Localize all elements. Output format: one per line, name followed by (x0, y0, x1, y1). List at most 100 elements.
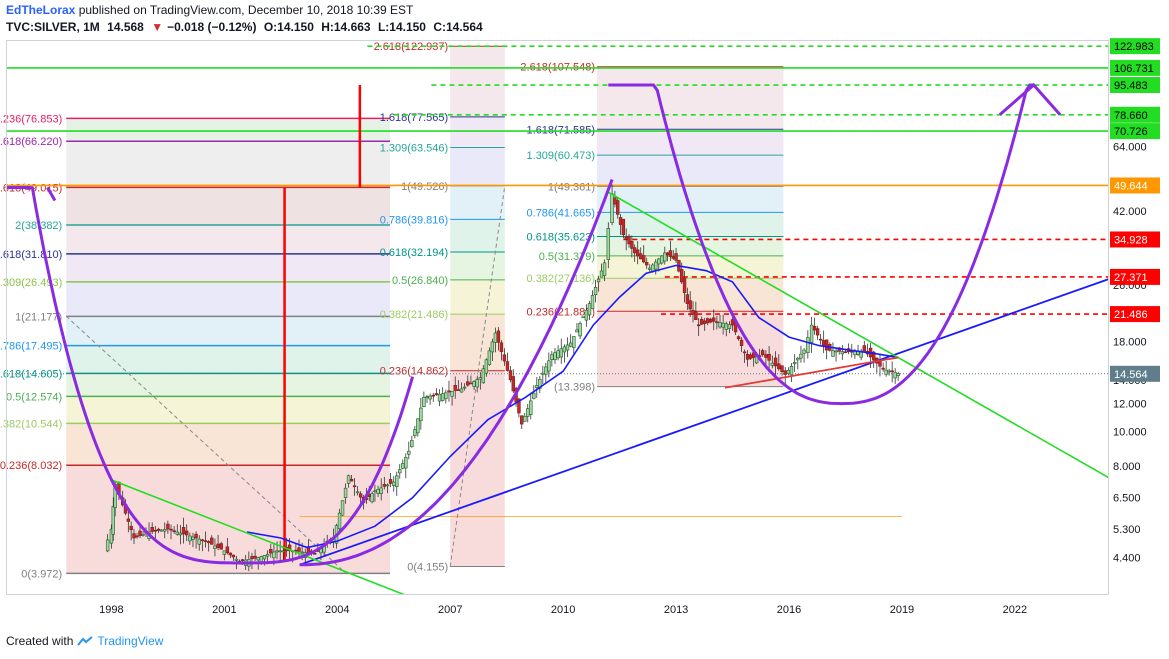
fib-c-label: (13.398) (554, 382, 595, 394)
candle-body (472, 381, 476, 387)
candle-body (884, 369, 888, 375)
candle-body (505, 361, 510, 371)
candle-body (748, 354, 753, 359)
x-axis-tick-label: 2007 (438, 604, 462, 616)
candle-body (881, 367, 885, 370)
candle-body (462, 386, 467, 389)
fib-c-band (597, 212, 784, 237)
y-axis-tick-label: 18.000 (1113, 336, 1147, 348)
candle-body (688, 300, 692, 310)
candle-body (210, 537, 214, 545)
candle-body (275, 550, 279, 553)
candle-body (219, 543, 223, 550)
candle-body (890, 370, 894, 373)
fib-a-label: 1(21.177) (15, 311, 62, 323)
candle-body (413, 429, 417, 437)
candle-body (297, 547, 301, 552)
y-axis-tick-label: 8.000 (1113, 461, 1141, 473)
fib-a-label: 3.618(66.220) (0, 136, 62, 148)
x-axis-tick-label: 2013 (664, 604, 688, 616)
red-trendline (724, 356, 899, 389)
candle-body (469, 382, 473, 385)
fib-b-label: 0.618(32.194) (380, 247, 449, 259)
candle-body (484, 359, 489, 374)
candle-body (191, 536, 195, 540)
price-tag-label: 34.928 (1114, 234, 1148, 246)
open-value: O:14.150 (263, 20, 314, 34)
candle-body (395, 475, 399, 487)
candle-body (459, 388, 464, 393)
high-value: H:14.663 (321, 20, 371, 34)
candle-body (862, 345, 867, 352)
candle-body (613, 197, 617, 205)
candle-body (370, 493, 374, 503)
candle-body (853, 351, 857, 356)
candle-body (373, 490, 377, 493)
candle-body (602, 262, 607, 276)
candle-body (126, 518, 131, 522)
fib-a-label: 0(3.972) (21, 568, 62, 580)
candle-body (385, 484, 390, 487)
fib-c-label: 1(49.361) (548, 181, 595, 193)
candle-body (654, 261, 658, 270)
price-tag-label: 95.483 (1114, 80, 1148, 92)
candle-body (709, 318, 713, 323)
fib-b-band (450, 46, 505, 117)
candle-body (181, 527, 186, 535)
candle-body (416, 418, 420, 434)
price-tag (1110, 306, 1160, 323)
author-link[interactable]: EdTheLorax (6, 3, 76, 17)
candle-body (253, 555, 257, 559)
candle-body (109, 528, 114, 544)
price-tag-label: 70.726 (1114, 126, 1148, 138)
tradingview-link[interactable]: TradingView (97, 634, 164, 648)
candle-body (358, 493, 363, 498)
candle-body (346, 475, 351, 484)
candle-body (796, 357, 800, 361)
close-value: C:14.564 (433, 20, 483, 34)
fib-a-band (66, 345, 390, 374)
tradingview-logo-icon (77, 636, 94, 646)
fib-a-label: 4.236(76.853) (0, 113, 62, 125)
candle-body (150, 527, 154, 532)
y-axis-tick-label: 10.000 (1113, 427, 1147, 439)
candle-body (651, 264, 655, 272)
candle-body (715, 321, 719, 323)
fib-a-band (66, 118, 390, 142)
candle-body (444, 392, 448, 400)
candle-body (596, 278, 601, 283)
candle-body (630, 241, 634, 249)
candle-body (806, 337, 810, 353)
candle-body (742, 351, 747, 354)
candle-body (696, 324, 701, 327)
candle-body (712, 317, 716, 322)
candle-body (419, 407, 423, 422)
chart-header-publish: EdTheLorax published on TradingView.com,… (6, 3, 413, 17)
candle-body (606, 228, 611, 260)
candle-body (590, 295, 595, 310)
candle-body (648, 267, 652, 270)
candle-body (553, 352, 557, 361)
fib-b-label: 0.236(14.862) (380, 366, 449, 378)
candle-body (265, 553, 270, 557)
candle-body (547, 360, 551, 372)
x-axis-tick-label: 2001 (212, 604, 236, 616)
fib-a-label: 0.236(8.032) (0, 460, 62, 472)
candle-body (287, 544, 292, 552)
fib-c-band (597, 155, 784, 187)
candle-body (896, 373, 900, 377)
candle-body (132, 533, 136, 539)
price-tag (1110, 38, 1160, 55)
candle-body (450, 390, 454, 397)
candle-body (587, 303, 592, 316)
fib-a-band (66, 316, 390, 346)
candle-body (568, 342, 573, 347)
candle-body (188, 535, 192, 542)
candle-body (780, 365, 784, 372)
candle-body (572, 336, 576, 348)
fib-a-band (66, 253, 390, 282)
fib-b-band (450, 279, 505, 315)
candle-body (398, 469, 402, 474)
fib-c-label: 1.309(60.473) (527, 150, 596, 162)
